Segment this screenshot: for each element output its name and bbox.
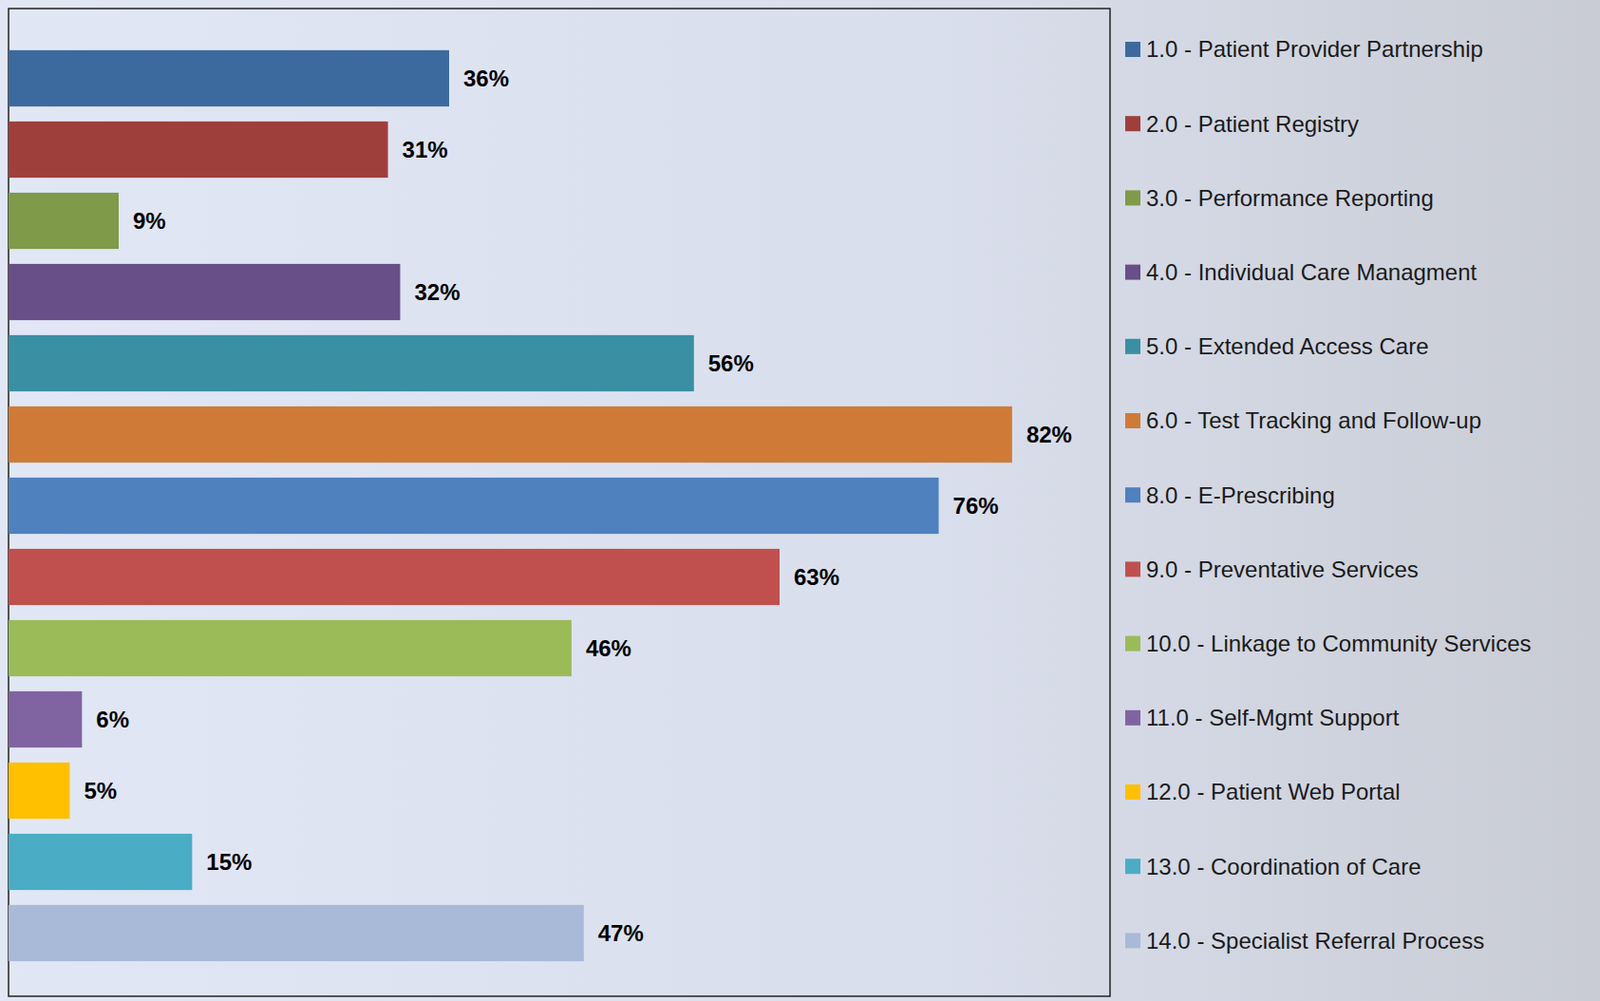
data-label: 15% (206, 848, 252, 875)
legend-swatch (1125, 858, 1141, 874)
bar (8, 192, 119, 249)
data-label: 47% (598, 920, 644, 946)
legend-swatch (1125, 487, 1141, 503)
data-label: 46% (585, 635, 632, 661)
bars (8, 50, 1013, 961)
data-label: 5% (83, 777, 117, 804)
legend-label: 13.0 - Coordination of Care (1146, 853, 1422, 880)
legend-swatch (1125, 561, 1141, 577)
legend-label: 1.0 - Patient Provider Partnership (1146, 36, 1484, 62)
data-label: 76% (953, 492, 999, 519)
legend-swatch (1125, 710, 1141, 726)
legend-label: 14.0 - Specialist Referral Process (1146, 927, 1485, 954)
legend-item: 14.0 - Specialist Referral Process (1125, 927, 1485, 954)
bar (8, 477, 940, 534)
legend-item: 6.0 - Test Tracking and Follow-up (1125, 407, 1482, 433)
legend-item: 10.0 - Linkage to Community Services (1125, 630, 1532, 657)
legend-swatch (1125, 264, 1141, 281)
bar (8, 406, 1013, 463)
legend-item: 11.0 - Self-Mgmt Support (1125, 704, 1400, 731)
legend-label: 11.0 - Self-Mgmt Support (1146, 704, 1400, 731)
bar (8, 335, 695, 392)
bar (8, 50, 450, 107)
legend-item: 3.0 - Performance Reporting (1125, 185, 1434, 211)
legend-label: 12.0 - Patient Web Portal (1146, 778, 1401, 805)
data-label: 63% (793, 564, 840, 590)
legend-label: 6.0 - Test Tracking and Follow-up (1146, 407, 1482, 433)
bar (8, 691, 82, 748)
legend-item: 4.0 - Individual Care Managment (1125, 259, 1478, 285)
data-label: 56% (708, 350, 754, 377)
legend-swatch (1125, 41, 1141, 57)
legend-label: 8.0 - E-Prescribing (1146, 482, 1336, 509)
legend-swatch (1125, 189, 1141, 206)
legend-label: 3.0 - Performance Reporting (1146, 185, 1434, 211)
legend-item: 2.0 - Patient Registry (1125, 111, 1359, 137)
legend-item: 5.0 - Extended Access Care (1125, 333, 1430, 359)
legend-item: 9.0 - Preventative Services (1125, 556, 1419, 583)
bar (8, 548, 780, 605)
plot-frame (8, 8, 1111, 997)
legend-item: 13.0 - Coordination of Care (1125, 853, 1422, 880)
legend-label: 10.0 - Linkage to Community Services (1146, 630, 1532, 657)
chart: 36% 31% 9% 32% 56% 82% 76% 63% 46% 6% 5% 15% 47% 1.0 … (0, 0, 1600, 1001)
bar (8, 762, 70, 819)
data-label: 9% (132, 207, 167, 234)
data-label: 31% (402, 136, 449, 163)
bar (8, 904, 584, 961)
legend-item: 8.0 - E-Prescribing (1125, 482, 1336, 509)
legend-label: 2.0 - Patient Registry (1146, 111, 1359, 137)
legend-item: 12.0 - Patient Web Portal (1125, 778, 1401, 805)
bar (8, 620, 572, 677)
bar (8, 121, 389, 178)
data-label: 6% (95, 706, 130, 733)
data-label: 82% (1026, 421, 1073, 448)
legend-swatch (1125, 115, 1141, 132)
data-labels: 36% 31% 9% 32% 56% 82% 76% 63% 46% 6% 5% 15% 47% (83, 65, 1072, 946)
legend-swatch (1125, 338, 1141, 355)
legend-swatch (1125, 784, 1141, 800)
legend-swatch (1125, 636, 1141, 652)
legend-label: 5.0 - Extended Access Care (1146, 333, 1430, 359)
legend-item: 1.0 - Patient Provider Partnership (1125, 36, 1484, 62)
data-label: 32% (414, 279, 460, 305)
legend-label: 4.0 - Individual Care Managment (1146, 259, 1478, 285)
background (0, 0, 1600, 1001)
data-label: 36% (463, 65, 509, 92)
legend-swatch (1125, 413, 1141, 429)
legend-swatch (1125, 932, 1141, 948)
legend-label: 9.0 - Preventative Services (1146, 556, 1419, 583)
legend: 1.0 - Patient Provider Partnership 2.0 - … (1125, 36, 1532, 953)
bar (8, 263, 400, 320)
bar (8, 833, 192, 890)
